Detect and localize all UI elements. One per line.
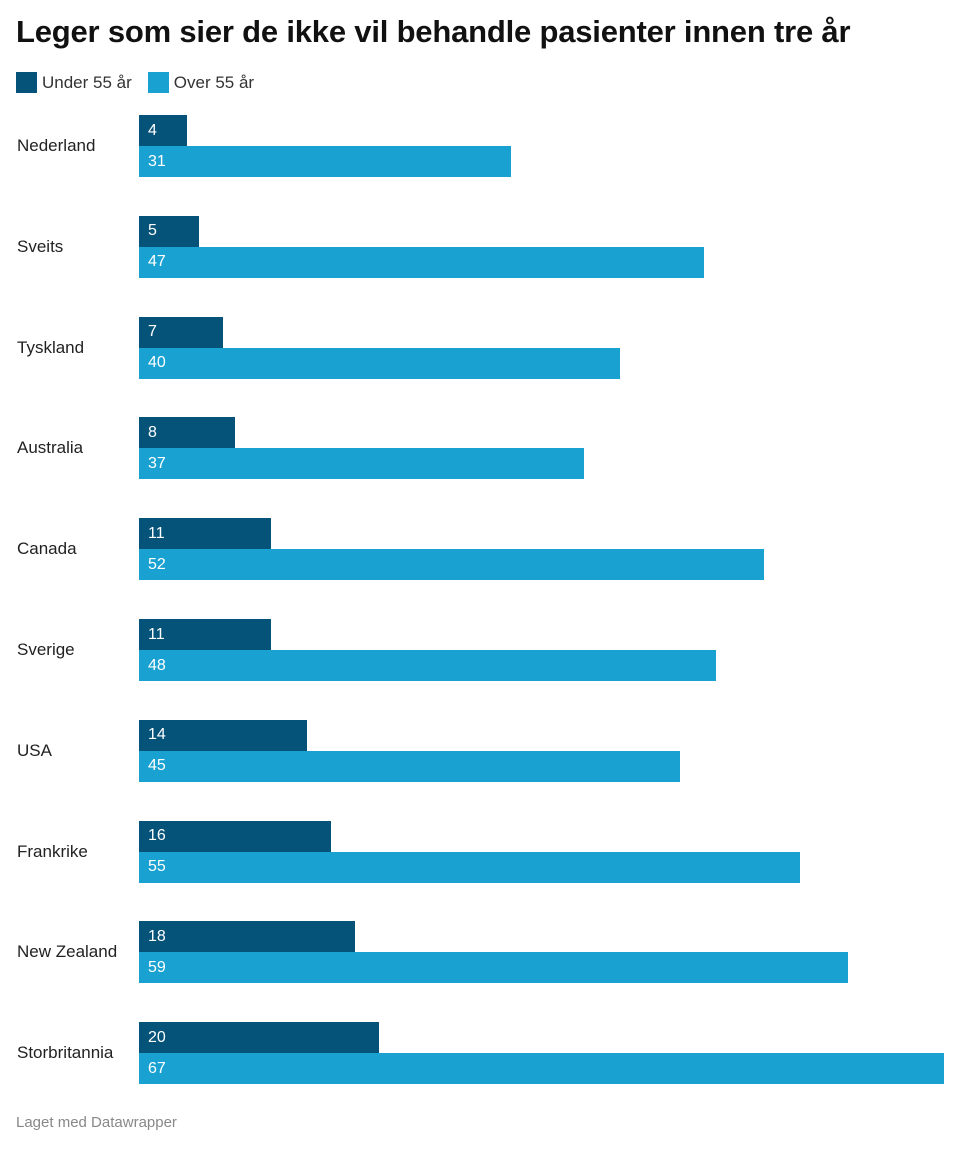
bar-over-55: 37 — [139, 448, 584, 480]
data-label: 48 — [148, 656, 166, 674]
category-label: Storbritannia — [17, 1043, 114, 1063]
category-label: Frankrike — [17, 841, 88, 861]
data-label: 18 — [148, 927, 166, 945]
data-label: 37 — [148, 454, 166, 472]
data-label: 11 — [148, 625, 165, 643]
bar-over-55: 40 — [139, 347, 620, 379]
data-label: 7 — [148, 323, 157, 341]
legend-item-under-55: Under 55 år — [16, 72, 132, 93]
bar-under-55: 4 — [139, 115, 187, 146]
bar-under-55: 20 — [139, 1022, 379, 1054]
category-label: Australia — [17, 438, 84, 458]
data-label: 59 — [148, 958, 166, 976]
bar-over-55: 48 — [139, 650, 716, 681]
bar-under-55: 8 — [139, 417, 235, 449]
data-label: 16 — [148, 827, 166, 845]
legend-label-under-55: Under 55 år — [42, 72, 132, 92]
legend-label-over-55: Over 55 år — [173, 72, 255, 92]
footer-credit: Laget med Datawrapper — [16, 1114, 177, 1131]
bar-under-55: 11 — [139, 619, 271, 650]
data-label: 52 — [148, 555, 166, 573]
data-label: 47 — [148, 253, 166, 271]
bar-over-55: 59 — [139, 952, 848, 984]
legend: Under 55 år Over 55 år — [16, 72, 270, 93]
bar-under-55: 7 — [139, 316, 223, 348]
bar-over-55: 52 — [139, 549, 764, 581]
legend-swatch-under-55 — [16, 72, 37, 93]
bar-under-55: 11 — [139, 518, 271, 550]
bar-under-55: 5 — [139, 215, 199, 247]
category-label: Tyskland — [17, 337, 85, 357]
data-label: 14 — [148, 726, 166, 744]
data-label: 8 — [148, 423, 157, 441]
bar-under-55: 18 — [139, 921, 355, 953]
bar-under-55: 14 — [139, 719, 307, 751]
bar-over-55: 55 — [139, 851, 800, 883]
category-label: Nederland — [17, 136, 96, 155]
category-label: USA — [17, 740, 52, 760]
data-label: 67 — [148, 1059, 166, 1077]
legend-item-over-55: Over 55 år — [147, 72, 255, 93]
category-label: Canada — [17, 539, 77, 559]
data-label: 31 — [148, 152, 166, 170]
bar-over-55: 67 — [139, 1053, 944, 1085]
data-label: 11 — [148, 524, 165, 542]
data-label: 55 — [148, 858, 166, 876]
bar-over-55: 31 — [139, 146, 511, 177]
data-label: 4 — [148, 121, 157, 139]
category-label: Sveits — [17, 236, 64, 256]
category-label: Sverige — [17, 640, 75, 659]
bar-over-55: 47 — [139, 246, 704, 278]
data-label: 20 — [148, 1028, 166, 1046]
bar-over-55: 45 — [139, 750, 680, 782]
chart-title: Leger som sier de ikke vil behandle pasi… — [16, 14, 851, 49]
category-label: New Zealand — [17, 942, 118, 962]
bar-under-55: 16 — [139, 820, 331, 852]
data-label: 5 — [148, 222, 157, 240]
data-label: 40 — [148, 354, 166, 372]
legend-swatch-over-55 — [147, 72, 169, 93]
data-label: 45 — [148, 757, 166, 775]
